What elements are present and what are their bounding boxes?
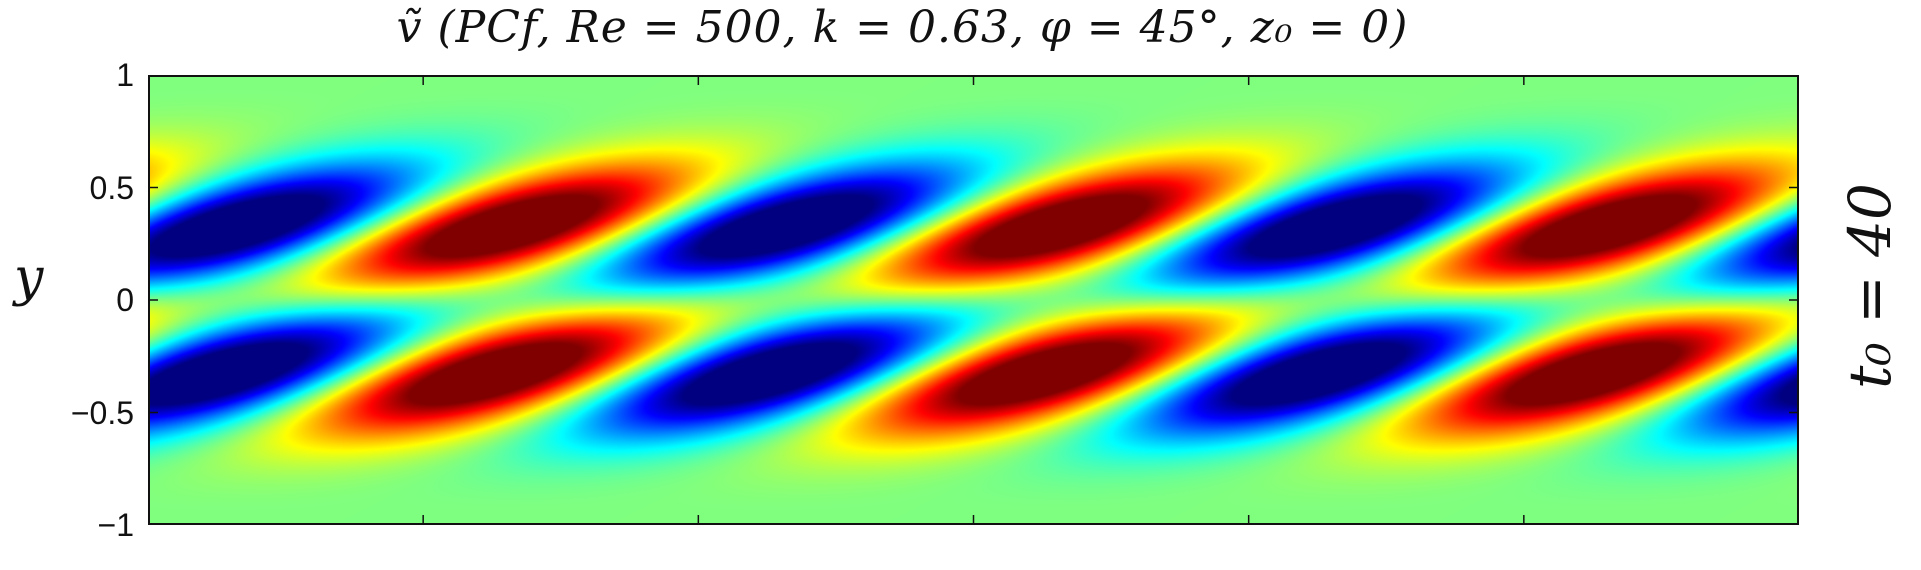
heatmap-plot-area (148, 75, 1799, 525)
y-tick-label: −0.5 (70, 394, 134, 431)
chart-title: ṽ (PCf, Re = 500, k = 0.63, φ = 45°, z₀ … (396, 2, 1409, 53)
heatmap-canvas (150, 77, 1797, 523)
time-label: t₀ = 40 (1836, 183, 1904, 389)
y-axis-label: y (14, 248, 44, 308)
y-tick-label: 0 (116, 282, 134, 318)
y-tick-label: 1 (116, 57, 134, 93)
y-tick-label: 0.5 (89, 169, 134, 206)
y-tick-label: −1 (97, 507, 134, 543)
